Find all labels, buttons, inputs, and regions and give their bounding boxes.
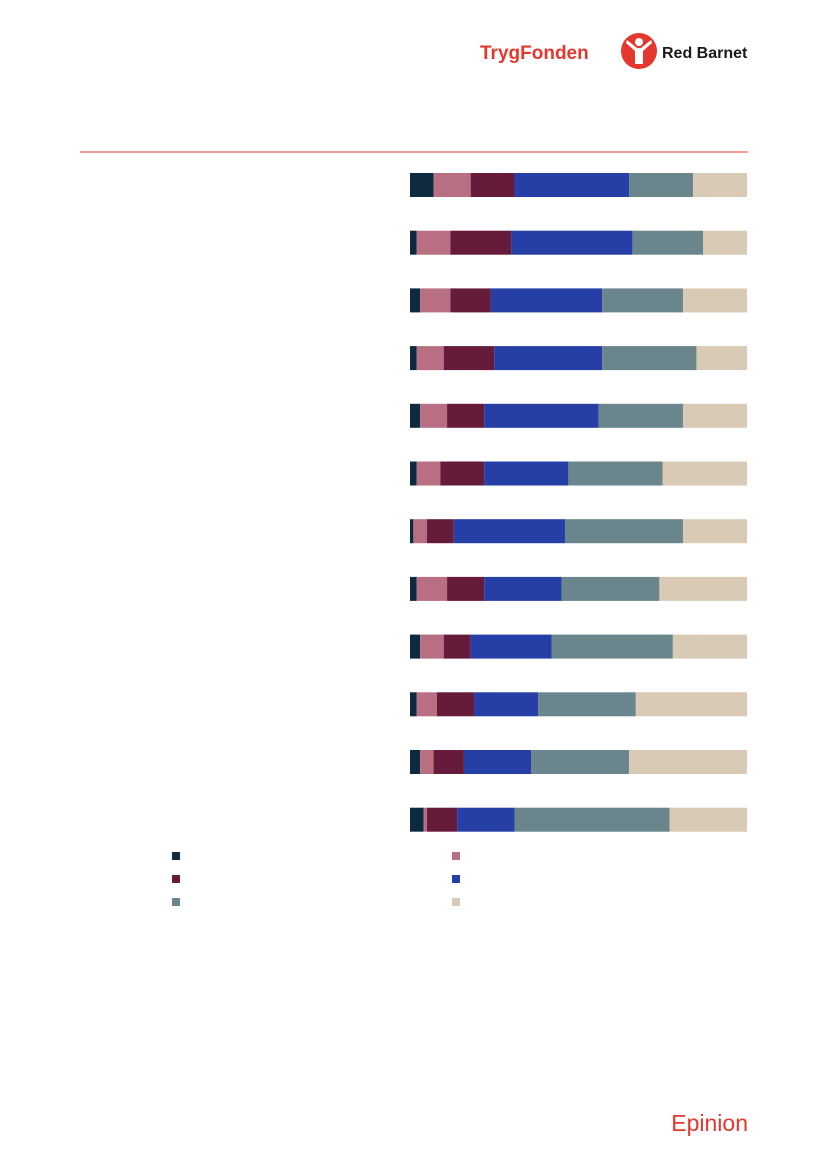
bar-segment [514,807,670,832]
bar-segment [416,576,448,601]
bar-segment [410,403,421,428]
bar-segment [420,634,444,659]
bar-segment [410,461,417,486]
bar-segment [565,519,683,544]
bar-segment [602,288,683,313]
legend-swatch [172,852,180,860]
bar-segment [474,692,539,717]
bar-segment [413,519,427,544]
bar-segment [433,173,471,197]
bar-segment [447,576,485,601]
bar-segment [426,807,458,832]
bar-segment [420,750,434,774]
bar-segment [410,576,417,601]
bar-segment [551,634,673,659]
bar-segment [659,576,747,601]
bar-segment [440,461,485,486]
bar-segment [669,807,747,832]
bar-segment [443,634,471,659]
bar-segment [561,576,660,601]
bar-segment [662,461,747,486]
logo-red-barnet: Red Barnet [662,45,748,62]
bar-segment [490,288,603,313]
bar-segment [410,634,421,659]
bar-segment [568,461,663,486]
logo-red-barnet-icon [621,33,657,69]
bar-segment [682,288,747,313]
bar-segment [410,288,421,313]
bar-segment [629,173,694,197]
bar-segment [420,288,451,313]
bar-segment [416,346,444,371]
bar-segment [450,288,491,313]
legend-swatch [452,898,460,906]
bar-segment [436,692,475,717]
bar-segment [433,750,464,774]
bar-segment [410,807,424,832]
bar-segment [672,634,747,659]
bar-segment [443,346,495,371]
bar-segment [484,403,599,428]
bar-segment [598,403,683,428]
bar-segment [635,692,747,717]
bar-segment [420,403,448,428]
bar-segment [453,519,566,544]
bar-segment [423,807,427,832]
legend-swatch [172,898,180,906]
bar-segment [494,346,603,371]
bar-segment [450,230,512,255]
bar-segment [693,173,747,197]
logo-epinion: Epinion [671,1110,748,1136]
bar-segment [470,634,552,659]
legend-swatch [172,875,180,883]
bar-segment [484,576,562,601]
bar-segment [416,692,437,717]
bar-segment [514,173,630,197]
bar-segment [538,692,636,717]
bar-segment [410,519,414,544]
bar-segment [416,230,451,255]
bar-segment [410,346,417,371]
bar-segment [602,346,697,371]
bar-segment [629,750,747,774]
bar-segment [457,807,515,832]
bar-segment [703,230,747,255]
logo-trygfonden: TrygFonden [480,43,589,64]
bar-segment [696,346,747,371]
bar-segment [682,519,747,544]
bar-segment [447,403,485,428]
bar-segment [410,173,434,197]
legend-swatch [452,852,460,860]
bar-segment [470,173,515,197]
bar-segment [463,750,532,774]
bar-segment [632,230,704,255]
bar-segment [416,461,441,486]
legend-swatch [452,875,460,883]
bar-segment [410,230,417,255]
bar-segment [682,403,747,428]
bar-segment [484,461,569,486]
bar-segment [531,750,630,774]
bar-segment [410,750,421,774]
bar-segment [511,230,633,255]
bar-segment [410,692,417,717]
bar-segment [426,519,454,544]
